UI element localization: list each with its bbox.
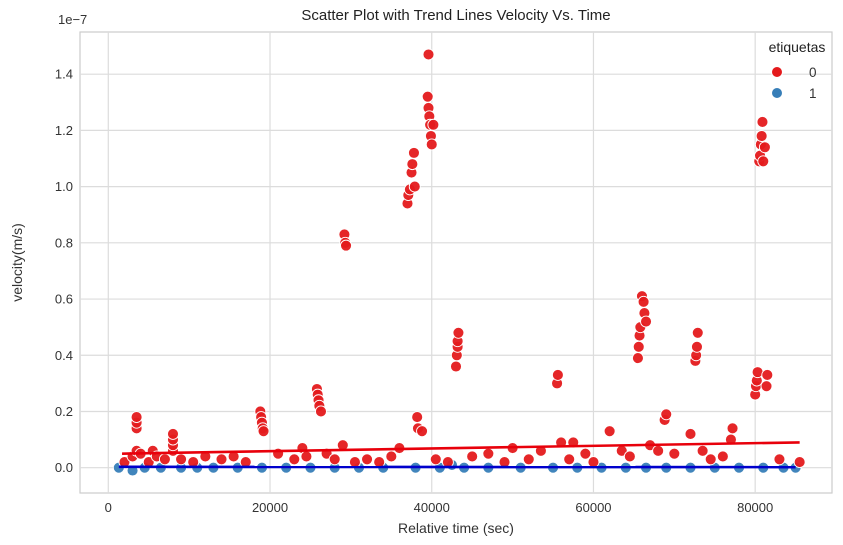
x-tick-label: 80000 bbox=[737, 500, 773, 515]
x-tick-label: 60000 bbox=[575, 500, 611, 515]
scatter-point-series-0 bbox=[408, 180, 421, 193]
legend-marker-0 bbox=[771, 66, 783, 78]
scatter-point-series-0 bbox=[300, 450, 313, 463]
scatter-point-series-0 bbox=[130, 411, 143, 424]
scatter-point-series-0 bbox=[158, 453, 171, 466]
scatter-point-series-0 bbox=[175, 453, 188, 466]
scatter-point-series-0 bbox=[691, 326, 704, 339]
y-tick-label: 0.2 bbox=[55, 404, 73, 419]
scatter-point-series-0 bbox=[684, 428, 697, 440]
y-tick-label: 1.0 bbox=[55, 179, 73, 194]
scatter-point-series-0 bbox=[427, 118, 440, 131]
scatter-point-series-0 bbox=[288, 453, 301, 466]
scatter-point-series-0 bbox=[631, 352, 644, 365]
scatter-point-series-0 bbox=[452, 326, 465, 339]
scatter-point-series-0 bbox=[773, 453, 786, 466]
scatter-point-series-0 bbox=[704, 453, 717, 466]
scatter-point-series-0 bbox=[793, 456, 806, 469]
scatter-point-series-0 bbox=[716, 450, 729, 463]
y-offset-label: 1e−7 bbox=[58, 12, 87, 27]
y-axis-label: velocity(m/s) bbox=[9, 223, 25, 302]
trend-line-series-0 bbox=[122, 441, 800, 455]
scatter-point-series-0 bbox=[411, 411, 424, 424]
legend-title: etiquetas bbox=[769, 39, 826, 55]
scatter-point-series-0 bbox=[199, 450, 212, 463]
scatter-point-series-0 bbox=[416, 425, 428, 438]
scatter-point-series-0 bbox=[482, 447, 495, 460]
x-tick-label: 20000 bbox=[252, 500, 288, 515]
scatter-point-series-0 bbox=[660, 408, 673, 421]
scatter-point-series-0 bbox=[315, 405, 327, 418]
scatter-point-series-0 bbox=[551, 368, 564, 381]
scatter-point-series-0 bbox=[757, 155, 770, 168]
scatter-point-series-0 bbox=[408, 146, 420, 159]
y-tick-label: 0.8 bbox=[55, 235, 73, 250]
scatter-point-series-0 bbox=[421, 90, 434, 103]
scatter-point-series-0 bbox=[652, 444, 665, 457]
legend: etiquetas 0 1 bbox=[769, 39, 826, 101]
scatter-point-series-0 bbox=[450, 360, 462, 373]
scatter-point-series-0 bbox=[640, 315, 652, 328]
scatter-point-series-0 bbox=[425, 138, 438, 151]
x-tick-label: 0 bbox=[105, 500, 112, 515]
scatter-point-series-0 bbox=[760, 380, 773, 393]
scatter-point-series-0 bbox=[466, 450, 479, 463]
scatter-point-series-0 bbox=[422, 48, 435, 61]
scatter-point-series-0 bbox=[429, 453, 442, 466]
scatter-point-series-0 bbox=[756, 116, 769, 128]
tick-labels: 0 20000 40000 60000 80000 0.0 0.2 0.4 0.6 0.8 1.0 1… bbox=[55, 67, 773, 515]
y-tick-label: 0.4 bbox=[55, 348, 73, 363]
scatter-point-series-0 bbox=[257, 425, 270, 438]
scatter-point-series-0 bbox=[758, 141, 771, 154]
scatter-point-series-0 bbox=[579, 447, 592, 460]
scatter-point-series-0 bbox=[534, 444, 547, 457]
scatter-point-series-0 bbox=[755, 130, 768, 142]
scatter-point-series-0 bbox=[340, 239, 352, 252]
x-tick-label: 40000 bbox=[414, 500, 450, 515]
trend-lines bbox=[118, 441, 800, 469]
plot-area bbox=[79, 31, 833, 494]
chart-title: Scatter Plot with Trend Lines Velocity V… bbox=[301, 7, 610, 24]
y-tick-label: 0.0 bbox=[55, 460, 73, 475]
scatter-point-series-0 bbox=[726, 422, 739, 435]
scatter-point-series-0 bbox=[385, 450, 398, 463]
scatter-point-series-0 bbox=[668, 447, 681, 460]
scatter-point-series-0 bbox=[623, 450, 636, 463]
scatter-point-series-0 bbox=[361, 453, 374, 466]
scatter-point-series-0 bbox=[761, 368, 774, 381]
scatter-point-series-0 bbox=[215, 453, 228, 466]
scatter-point-series-0 bbox=[328, 453, 341, 466]
y-tick-label: 1.4 bbox=[55, 67, 73, 82]
scatter-point-series-0 bbox=[603, 425, 616, 438]
scatter-point-series-0 bbox=[637, 295, 650, 308]
legend-label-1: 1 bbox=[809, 86, 817, 101]
legend-label-0: 0 bbox=[809, 65, 817, 80]
scatter-point-series-0 bbox=[696, 444, 709, 457]
scatter-point-series-0 bbox=[563, 453, 576, 466]
scatter-point-series-0 bbox=[167, 428, 179, 440]
y-tick-label: 0.6 bbox=[55, 292, 73, 307]
x-axis-label: Relative time (sec) bbox=[398, 520, 514, 536]
scatter-point-series-0 bbox=[406, 158, 419, 171]
legend-marker-1 bbox=[771, 87, 783, 99]
y-tick-label: 1.2 bbox=[55, 123, 73, 138]
scatter-point-series-0 bbox=[522, 453, 535, 466]
scatter-point-series-0 bbox=[691, 340, 703, 353]
scatter-point-series-0 bbox=[632, 340, 645, 353]
